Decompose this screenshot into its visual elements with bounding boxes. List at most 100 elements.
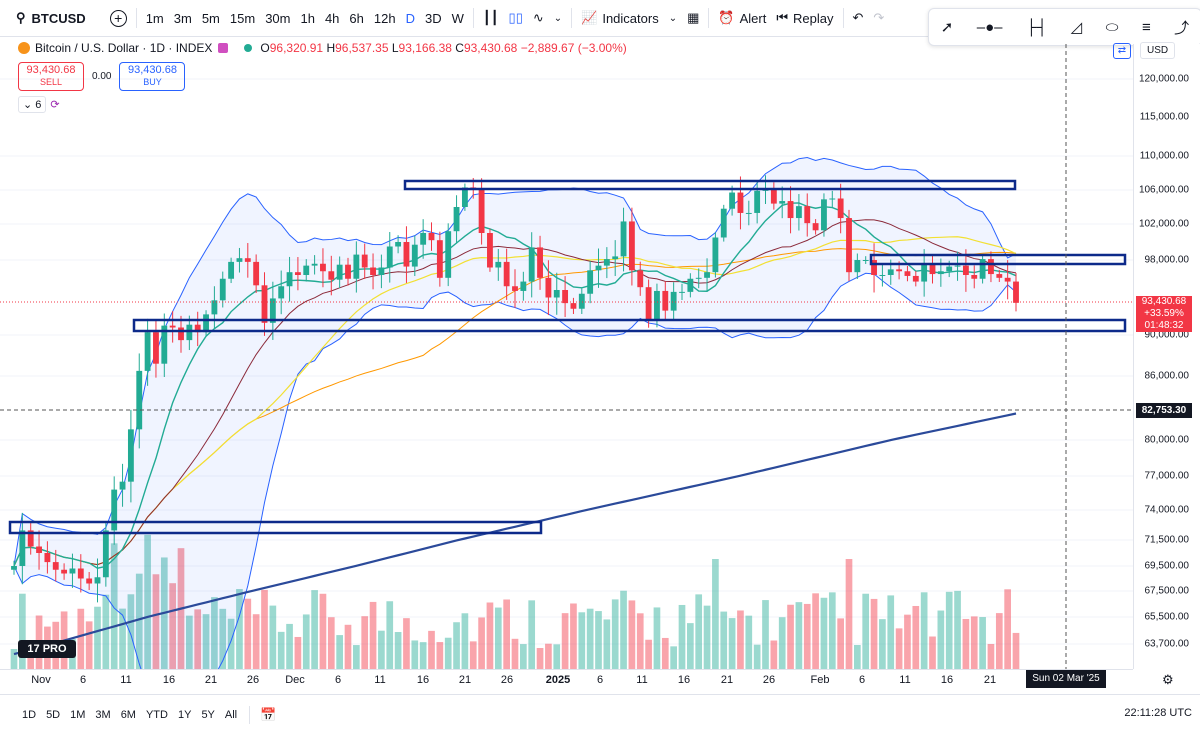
volume-bar: [578, 612, 586, 669]
volume-bar: [119, 608, 126, 669]
range-1m[interactable]: 1M: [70, 708, 86, 721]
candle-body: [286, 272, 293, 287]
candle-body: [528, 247, 535, 282]
candle-body: [1013, 281, 1019, 303]
candle-body: [512, 286, 518, 291]
symbol-label: BTCUSD: [31, 10, 86, 26]
volume-bar: [520, 644, 527, 669]
sell-button[interactable]: 93,430.68 SELL: [18, 62, 84, 91]
volume-bar: [545, 643, 552, 669]
gear-icon[interactable]: ⚙: [1162, 672, 1174, 687]
interval-12h[interactable]: 12h: [373, 10, 396, 26]
candle-body: [520, 281, 527, 291]
volume-bar: [837, 618, 844, 669]
ellipse-icon[interactable]: ⬭: [1105, 18, 1119, 36]
interval-group: 1m 3m 5m 15m 30m 1h 4h 6h 12h D 3D W: [141, 4, 469, 32]
alert-button[interactable]: ⏰ Alert: [713, 4, 771, 32]
interval-30m[interactable]: 30m: [265, 10, 291, 26]
price-tick-label: 65,500.00: [1144, 611, 1190, 623]
volume-bar: [152, 574, 160, 669]
bar-style-button[interactable]: ┃┃: [478, 4, 504, 32]
layout-button[interactable]: ▦: [682, 4, 704, 32]
volume-bar: [820, 597, 828, 669]
range-ytd[interactable]: YTD: [145, 708, 168, 721]
time-tick-label: 11: [899, 674, 911, 686]
interval-6h[interactable]: 6h: [349, 10, 364, 26]
indicators-dropdown[interactable]: ⌄: [664, 4, 682, 32]
candles-button[interactable]: ▯▯: [504, 4, 528, 32]
candle-body: [119, 481, 126, 490]
curve-icon[interactable]: ⤴: [1174, 19, 1190, 37]
interval-4h[interactable]: 4h: [324, 10, 340, 26]
volume-bar: [135, 573, 143, 669]
calendar-icon[interactable]: 📅: [260, 706, 277, 722]
volume-bar: [102, 594, 110, 669]
volume-bar: [795, 602, 803, 669]
interval-w[interactable]: W: [451, 10, 464, 26]
volume-bar: [645, 639, 652, 669]
range-icon[interactable]: ├┤: [1025, 18, 1048, 36]
add-symbol-button[interactable]: +: [105, 4, 132, 32]
candle-body: [871, 260, 877, 275]
trend-line-icon[interactable]: ➚: [940, 19, 954, 36]
range-5y[interactable]: 5Y: [201, 708, 215, 721]
lines-icon[interactable]: ≡: [1141, 18, 1151, 36]
volume-bar: [511, 638, 519, 669]
time-tick-label: 26: [500, 674, 514, 686]
interval-3d[interactable]: 3D: [424, 10, 442, 26]
volume-bar: [444, 637, 452, 669]
price-chart[interactable]: [0, 44, 1133, 669]
plus-circle-icon: +: [109, 9, 127, 27]
candle-body: [278, 286, 285, 299]
range-box: [869, 253, 1127, 266]
range-5d[interactable]: 5D: [46, 708, 61, 721]
interval-1m[interactable]: 1m: [145, 10, 164, 26]
range-1y[interactable]: 1Y: [177, 708, 192, 721]
range-1d[interactable]: 1D: [22, 708, 37, 721]
range-3m[interactable]: 3M: [95, 708, 111, 721]
horizontal-ray-icon[interactable]: –●–: [976, 18, 1003, 36]
interval-1h[interactable]: 1h: [300, 10, 315, 26]
indicator-toggle[interactable]: ⌄ 6 ⟳: [18, 96, 60, 113]
settings-square-icon[interactable]: [218, 43, 229, 53]
indicators-button[interactable]: 📈 Indicators: [576, 4, 664, 32]
time-axis[interactable]: Nov 6 11 16 21 26 Dec 6 11 16 21 26 2025 6 11 16 21 26 Feb…: [0, 669, 1133, 692]
currency-selector[interactable]: USD: [1140, 42, 1176, 59]
range-6m[interactable]: 6M: [120, 708, 136, 721]
buy-button[interactable]: 93,430.68 BUY: [119, 62, 186, 91]
chart-type-dropdown[interactable]: ⌄: [549, 4, 567, 32]
candle-body: [670, 291, 677, 311]
candle-body: [353, 254, 360, 279]
bars-icon: ┃┃: [482, 10, 499, 25]
indicator-count[interactable]: ⌄ 6: [18, 96, 47, 113]
currency-convert-icon[interactable]: ⇄: [1113, 43, 1131, 59]
utc-clock[interactable]: 22:11:28 UTC: [1124, 707, 1192, 719]
candle-body: [578, 293, 585, 309]
volume-bar: [85, 621, 93, 669]
time-tick-label: 6: [334, 674, 342, 686]
candle-body: [954, 265, 961, 267]
interval-15m[interactable]: 15m: [229, 10, 256, 26]
range-all[interactable]: All: [224, 708, 238, 721]
redo-button[interactable]: ↷: [868, 4, 889, 32]
volume-bar: [428, 630, 435, 669]
tradingview-logo[interactable]: 17 PRO: [18, 640, 76, 658]
replay-button[interactable]: ⏮ Replay: [771, 4, 838, 32]
interval-5m[interactable]: 5m: [201, 10, 220, 26]
candle-body: [203, 314, 209, 333]
interval-3m[interactable]: 3m: [173, 10, 192, 26]
candle-body: [370, 267, 376, 275]
candle-body: [812, 223, 819, 231]
candle-body: [178, 327, 184, 341]
price-axis[interactable]: 120,000.00 115,000.00 110,000.00 106,000.00…: [1133, 44, 1200, 669]
symbol-search[interactable]: ⚲ BTCUSD: [0, 4, 91, 32]
interval-d[interactable]: D: [405, 10, 415, 26]
undo-button[interactable]: ↶: [848, 4, 869, 32]
volume-bar: [528, 600, 536, 669]
divider: [249, 705, 251, 724]
time-tick-label: Dec: [285, 674, 305, 686]
fib-icon[interactable]: ◿: [1070, 19, 1083, 36]
refresh-icon[interactable]: ⟳: [50, 99, 60, 111]
line-chart-button[interactable]: ∿: [528, 4, 549, 32]
candle-body: [44, 553, 51, 563]
